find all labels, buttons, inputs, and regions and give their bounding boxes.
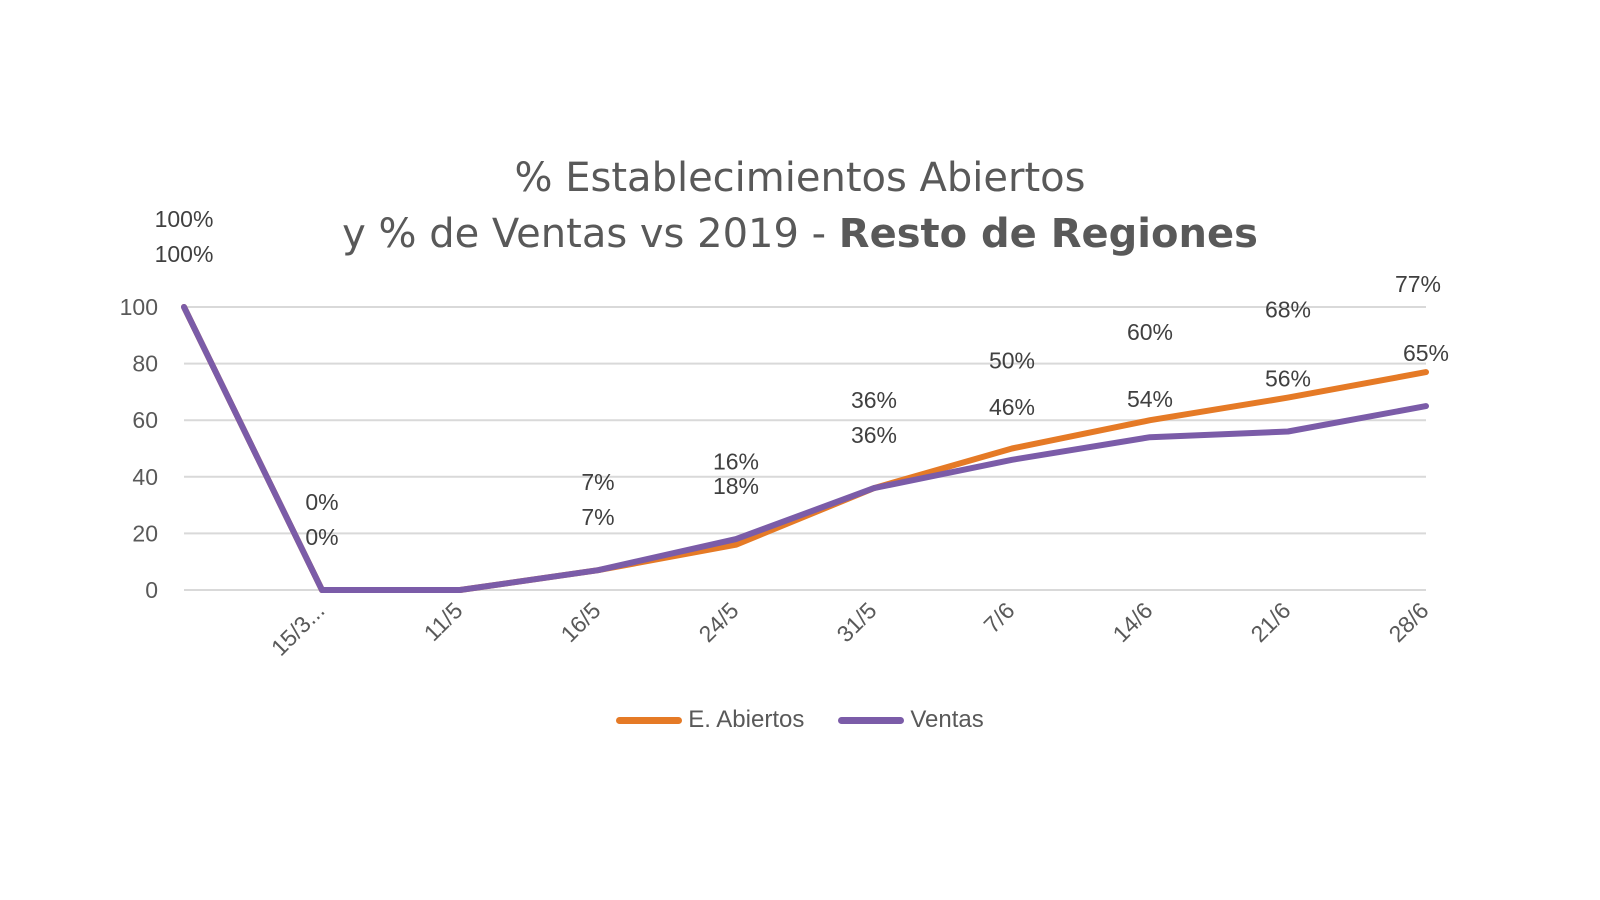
x-tick-label-9: 28/6 bbox=[1383, 597, 1433, 647]
x-tick-label-6: 7/6 bbox=[979, 597, 1020, 638]
legend-item-ventas: Ventas bbox=[838, 706, 984, 734]
data-label-e-abiertos-9: 77% bbox=[1395, 271, 1441, 297]
legend-label-e-abiertos: E. Abiertos bbox=[688, 706, 805, 733]
x-tick-label-5: 31/5 bbox=[831, 597, 881, 647]
y-tick-label-20: 20 bbox=[132, 520, 158, 546]
x-tick-label-3: 16/5 bbox=[555, 597, 605, 647]
legend-label-ventas: Ventas bbox=[910, 706, 984, 733]
data-label-e-abiertos-5: 36% bbox=[851, 387, 897, 413]
y-tick-label-0: 0 bbox=[145, 577, 158, 603]
data-label-ventas-4: 18% bbox=[713, 473, 759, 499]
x-tick-label-7: 14/6 bbox=[1107, 597, 1157, 647]
data-label-ventas-3: 7% bbox=[581, 504, 614, 530]
series-line-e-abiertos bbox=[181, 304, 1429, 593]
data-label-ventas-8: 56% bbox=[1265, 366, 1311, 392]
data-label-ventas-9: 65% bbox=[1403, 340, 1449, 366]
x-tick-label-8: 21/6 bbox=[1245, 597, 1295, 647]
y-tick-label-80: 80 bbox=[132, 351, 158, 377]
x-tick-label-2: 11/5 bbox=[419, 597, 468, 646]
chart-title-line2-bold: Resto de Regiones bbox=[838, 211, 1258, 257]
data-label-ventas-7: 54% bbox=[1127, 386, 1173, 412]
chart-title-line1: % Establecimientos Abiertos bbox=[514, 155, 1086, 201]
data-label-e-abiertos-6: 50% bbox=[989, 348, 1035, 374]
legend-item-e-abiertos: E. Abiertos bbox=[616, 706, 804, 734]
y-tick-label-100: 100 bbox=[120, 294, 158, 320]
legend: E. Abiertos Ventas bbox=[0, 706, 1600, 734]
y-tick-label-60: 60 bbox=[132, 407, 158, 433]
x-tick-label-4: 24/5 bbox=[693, 597, 743, 647]
data-label-ventas-6: 46% bbox=[989, 394, 1035, 420]
chart-title-line2-normal: y % de Ventas vs 2019 - bbox=[342, 211, 839, 257]
data-label-ventas-1: 0% bbox=[305, 524, 338, 550]
data-label-ventas-0: 100% bbox=[155, 241, 214, 267]
y-tick-label-40: 40 bbox=[132, 464, 158, 490]
series-line-ventas bbox=[181, 304, 1429, 593]
data-label-e-abiertos-0: 100% bbox=[155, 206, 214, 232]
data-label-ventas-5: 36% bbox=[851, 422, 897, 448]
data-label-e-abiertos-8: 68% bbox=[1265, 297, 1311, 323]
data-label-e-abiertos-1: 0% bbox=[305, 489, 338, 515]
chart-title-line2: y % de Ventas vs 2019 - Resto de Regione… bbox=[0, 206, 1600, 262]
data-label-e-abiertos-7: 60% bbox=[1127, 319, 1173, 345]
legend-swatch-ventas bbox=[838, 716, 905, 724]
data-label-e-abiertos-3: 7% bbox=[581, 469, 614, 495]
x-tick-label-1: 15/3... bbox=[266, 597, 330, 661]
legend-swatch-e-abiertos bbox=[616, 716, 683, 724]
data-label-e-abiertos-4: 16% bbox=[713, 449, 759, 475]
chart-title: % Establecimientos Abiertos y % de Venta… bbox=[0, 150, 1600, 262]
